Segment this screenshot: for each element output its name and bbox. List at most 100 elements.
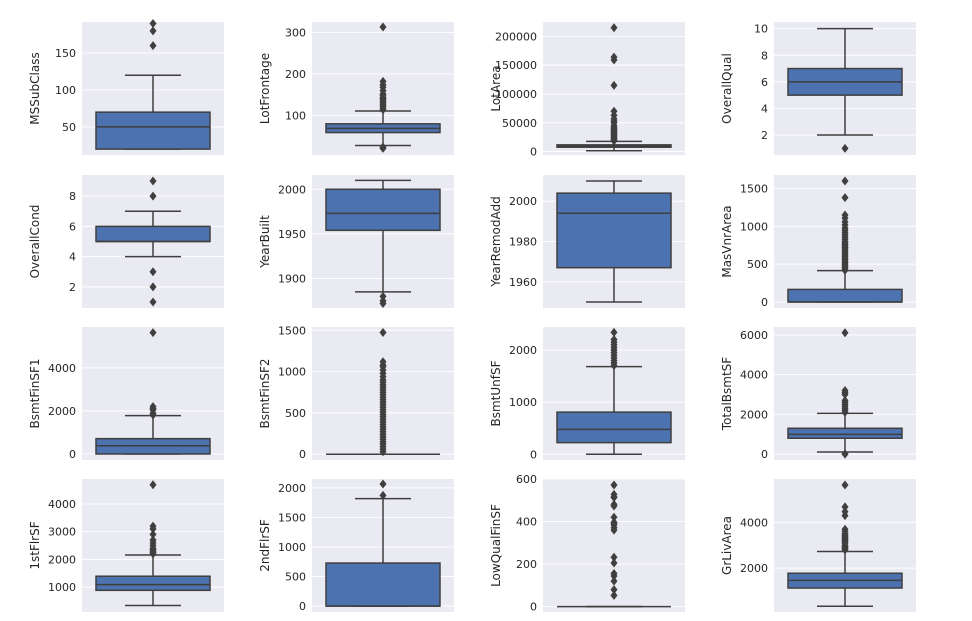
iqr-box [556,411,672,444]
y-axis-label: MSSubClass [28,52,42,124]
outlier-point [149,41,157,51]
y-tick-label: 4000 [740,369,768,382]
y-tick-label: 1500 [740,183,768,196]
y-tick-label: 2000 [740,408,768,421]
outlier-point [610,23,618,33]
outlier-point [149,176,157,186]
y-axis-label: OverallCond [28,205,42,279]
y-axis-label: 1stFlrSF [28,521,42,569]
outlier-point [610,52,618,62]
iqr-box [325,188,441,232]
outlier-point [841,449,849,459]
outlier-point [379,479,387,489]
outlier-point [841,524,849,534]
y-tick-label: 0 [530,601,537,614]
outlier-point [841,143,849,153]
outlier-point [610,517,618,527]
subplot-1stflrsf: 1000 2000 3000 4000 1stFlrSF [28,479,224,612]
outlier-point [610,489,618,499]
outlier-point [610,480,618,490]
y-tick-label: 0 [69,448,76,461]
y-tick-label: 100 [285,110,306,123]
y-axis-label: BsmtFinSF1 [28,358,42,428]
outlier-point [149,521,157,531]
y-tick-label: 200 [516,558,537,571]
y-tick-label: 0 [299,448,306,461]
y-tick-label: 4000 [740,516,768,529]
y-tick-label: 4000 [48,498,76,511]
subplot-bsmtfinsf1: 0 2000 4000 BsmtFinSF1 [28,327,224,461]
y-axis-label: TotalBsmtSF [720,357,734,432]
y-tick-label: 500 [285,407,306,420]
outlier-point [610,106,618,116]
subplot-lowqualfinsf: 0 200 400 600 LowQualFinSF [489,473,685,614]
y-tick-label: 150000 [495,59,537,72]
outlier-point [379,76,387,86]
y-tick-label: 2 [761,129,768,142]
subplot-yearbuilt: 1900 1950 2000 YearBuilt [258,175,454,309]
y-tick-label: 8 [761,49,768,62]
subplot-lotarea: 0 50000 100000 150000 200000 LotArea [489,22,685,159]
y-tick-label: 2000 [509,195,537,208]
subplot-masvnrarea: 0 500 1000 1500 MasVnrArea [720,175,916,309]
y-tick-label: 2000 [278,183,306,196]
outlier-point [149,480,157,490]
outlier-point [149,402,157,412]
y-tick-label: 1000 [278,366,306,379]
y-axis-label: OverallQual [720,53,734,124]
subplot-overallcond: 2 4 6 8 OverallCond [28,175,224,308]
outlier-point [149,26,157,36]
iqr-box [95,111,211,150]
y-axis-label: YearRemodAdd [489,196,503,287]
outlier-point [841,193,849,203]
outlier-point [149,18,157,28]
subplot-bsmtunfsf: 0 1000 2000 BsmtUnfSF [489,327,685,461]
y-axis-label: YearBuilt [258,215,272,269]
subplot-bsmtfinsf2: 0 500 1000 1500 BsmtFinSF2 [258,324,454,461]
outlier-point [610,499,618,509]
subplot-lotfrontage: 100 200 300 LotFrontage [258,22,454,155]
y-axis-label: LotArea [489,65,503,111]
y-axis-label: GrLivArea [720,516,734,575]
y-tick-label: 1000 [48,581,76,594]
iqr-box [325,562,441,607]
y-tick-label: 150 [55,47,76,60]
y-tick-label: 2000 [509,344,537,357]
y-tick-label: 50000 [502,117,537,130]
outlier-point [149,297,157,307]
outlier-point [379,291,387,301]
iqr-box [556,192,672,269]
y-tick-label: 0 [530,146,537,159]
outlier-point [149,328,157,338]
outlier-point [610,558,618,568]
y-tick-label: 6 [69,220,76,233]
outlier-point [610,585,618,595]
y-tick-label: 2000 [740,562,768,575]
y-tick-label: 300 [285,26,306,39]
subplot-overallqual: 2 4 6 8 10 OverallQual [720,22,916,155]
y-tick-label: 10 [754,23,768,36]
y-axis-label: LotFrontage [258,53,272,124]
outlier-point [841,328,849,338]
subplot-mssubclass: 50 100 150 MSSubClass [28,18,224,155]
y-tick-label: 2000 [48,405,76,418]
y-tick-label: 500 [285,571,306,584]
outlier-point [149,529,157,539]
outlier-point [379,490,387,500]
outlier-point [841,502,849,512]
outlier-point [610,335,618,345]
y-tick-label: 400 [516,516,537,529]
iqr-box [787,427,903,439]
y-tick-label: 4 [761,102,768,115]
y-tick-label: 1000 [509,396,537,409]
y-tick-label: 200000 [495,30,537,43]
outlier-point [610,512,618,522]
y-tick-label: 3000 [48,526,76,539]
y-tick-label: 0 [761,296,768,309]
outlier-point [841,386,849,396]
outlier-point [841,507,849,517]
y-axis-label: MasVnrArea [720,205,734,277]
y-tick-label: 500 [747,258,768,271]
y-tick-label: 1000 [740,220,768,233]
